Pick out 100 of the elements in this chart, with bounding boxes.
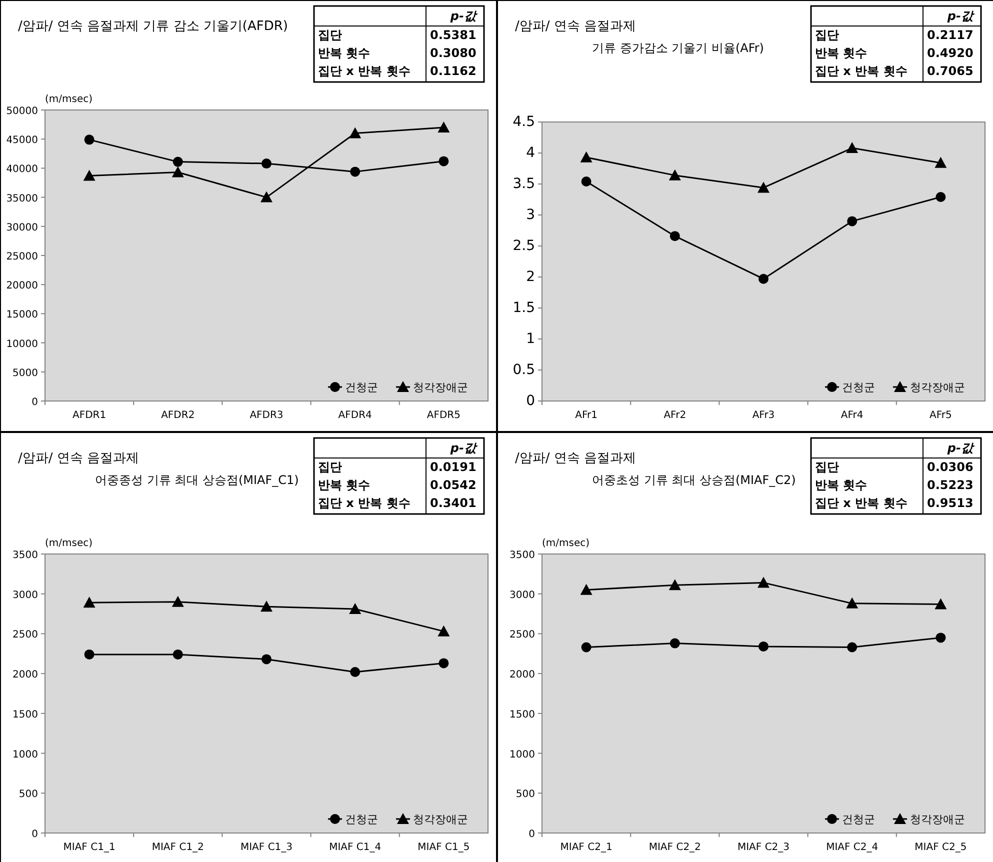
y-tick-label: 10000 bbox=[6, 338, 38, 350]
legend-label: 건청군 bbox=[842, 381, 875, 394]
legend-label: 청각장애군 bbox=[413, 813, 468, 826]
point bbox=[83, 170, 96, 181]
y-tick-label: 3500 bbox=[510, 550, 535, 561]
y-tick-label: 40000 bbox=[6, 164, 38, 176]
y-tick-label: 1500 bbox=[510, 709, 535, 720]
x-tick-label: MIAF C2_3 bbox=[737, 842, 790, 853]
x-tick-label: AFr5 bbox=[930, 410, 952, 421]
x-tick-label: AFDR3 bbox=[250, 410, 284, 421]
point bbox=[349, 127, 362, 138]
legend-label: 청각장애군 bbox=[910, 813, 965, 826]
chart-subtitle: 어중종성 기류 최대 상승점(MIAF_C1) bbox=[95, 473, 299, 487]
point bbox=[172, 166, 184, 178]
y-axis-title: (m/msec) bbox=[542, 538, 590, 549]
y-tick-label: 3500 bbox=[12, 550, 38, 561]
point bbox=[670, 231, 680, 242]
point bbox=[438, 658, 449, 668]
y-tick-label: 3000 bbox=[510, 590, 535, 601]
point bbox=[262, 654, 272, 664]
x-tick-label: AFr4 bbox=[840, 410, 864, 421]
x-tick-label: AFr2 bbox=[664, 410, 686, 421]
point bbox=[260, 191, 272, 202]
x-tick-label: AFDR1 bbox=[72, 410, 106, 421]
y-tick-label: 25000 bbox=[6, 252, 38, 262]
table: p-값 집단 0.0191 반복 횟수 0.0542 집단 x 반복 횟수 0.3401 bbox=[313, 437, 485, 515]
y-tick-label: 500 bbox=[516, 789, 535, 800]
x-tick-label: AFr3 bbox=[752, 410, 775, 421]
point bbox=[936, 192, 946, 202]
point bbox=[758, 576, 770, 588]
point bbox=[438, 156, 449, 166]
legend-label: 건청군 bbox=[842, 813, 875, 826]
y-tick-label: 45000 bbox=[6, 135, 38, 146]
point bbox=[758, 274, 768, 284]
point bbox=[668, 169, 681, 180]
x-tick-label: MIAF C1_4 bbox=[329, 842, 382, 853]
point bbox=[172, 156, 183, 167]
y-tick-label: 0.5 bbox=[512, 362, 535, 378]
y-axis-title: (m/msec) bbox=[45, 538, 93, 549]
x-tick-label: MIAF C1_5 bbox=[418, 842, 470, 853]
table: p-값 집단 0.2117 반복 횟수 0.4920 집단 x 반복 횟수 0.7065 bbox=[810, 5, 982, 83]
x-tick-label: MIAF C1_2 bbox=[152, 842, 204, 853]
point bbox=[581, 176, 592, 187]
point bbox=[580, 151, 592, 162]
x-tick-label: MIAF C2_2 bbox=[648, 842, 701, 853]
x-tick-label: AFDR2 bbox=[161, 410, 195, 421]
x-tick-label: MIAF C1_1 bbox=[63, 842, 116, 853]
point bbox=[172, 649, 183, 660]
y-tick-label: 0 bbox=[32, 397, 38, 408]
chart-title: /암파/ 연속 음절과제 bbox=[18, 451, 140, 466]
point bbox=[350, 166, 360, 177]
x-tick-label: AFDR5 bbox=[426, 410, 461, 421]
chart-title: /암파/ 연속 음절과제 bbox=[515, 19, 636, 34]
y-tick-label: 1.5 bbox=[512, 300, 535, 316]
y-tick-label: 15000 bbox=[6, 310, 38, 321]
point bbox=[262, 158, 272, 169]
y-tick-label: 1000 bbox=[510, 749, 535, 760]
y-tick-label: 4 bbox=[526, 145, 536, 161]
point bbox=[350, 666, 360, 677]
y-axis-title: (m/msec) bbox=[45, 94, 93, 105]
y-tick-label: 500 bbox=[18, 789, 38, 800]
point bbox=[260, 600, 272, 612]
point bbox=[847, 642, 858, 652]
point bbox=[847, 216, 858, 226]
x-tick-label: MIAF C2_5 bbox=[914, 842, 967, 853]
x-tick-label: MIAF C1_3 bbox=[240, 842, 293, 853]
point bbox=[83, 596, 96, 608]
point bbox=[670, 638, 680, 648]
point bbox=[581, 642, 592, 652]
y-tick-label: 2500 bbox=[510, 630, 535, 641]
point bbox=[349, 603, 362, 614]
point bbox=[438, 625, 450, 636]
x-tick-label: MIAF C2_4 bbox=[826, 842, 878, 853]
y-tick-label: 2 bbox=[526, 269, 535, 285]
point bbox=[438, 121, 450, 132]
y-tick-label: 0 bbox=[32, 829, 38, 840]
y-tick-label: 1000 bbox=[12, 749, 38, 760]
x-tick-label: MIAF C2_1 bbox=[560, 842, 612, 853]
y-tick-label: 30000 bbox=[6, 222, 38, 234]
y-tick-label: 4.5 bbox=[512, 114, 535, 130]
x-tick-label: AFDR4 bbox=[338, 410, 372, 421]
chart-title: /암파/ 연속 음절과제 기류 감소 기울기(AFDR) bbox=[18, 19, 288, 34]
point bbox=[846, 597, 858, 608]
legend-label: 건청군 bbox=[345, 381, 378, 394]
x-tick-label: AFr1 bbox=[575, 410, 598, 421]
y-tick-label: 3 bbox=[526, 207, 535, 223]
y-tick-label: 20000 bbox=[6, 280, 38, 292]
chart-subtitle: 어중초성 기류 최대 상승점(MIAF_C2) bbox=[592, 473, 796, 487]
y-tick-label: 50000 bbox=[6, 106, 38, 117]
y-tick-label: 0 bbox=[526, 393, 535, 409]
chart-title: /암파/ 연속 음절과제 bbox=[515, 451, 636, 466]
legend-label: 건청군 bbox=[345, 813, 378, 826]
point bbox=[84, 649, 94, 660]
chart-subtitle: 기류 증가감소 기울기 비율(AFr) bbox=[592, 41, 764, 55]
point bbox=[84, 134, 94, 145]
y-tick-label: 2.5 bbox=[512, 238, 535, 254]
point bbox=[668, 579, 681, 590]
point bbox=[758, 641, 768, 652]
table: p-값 집단 0.0306 반복 횟수 0.5223 집단 x 반복 횟수 0.9513 bbox=[810, 437, 982, 515]
point bbox=[172, 596, 184, 607]
